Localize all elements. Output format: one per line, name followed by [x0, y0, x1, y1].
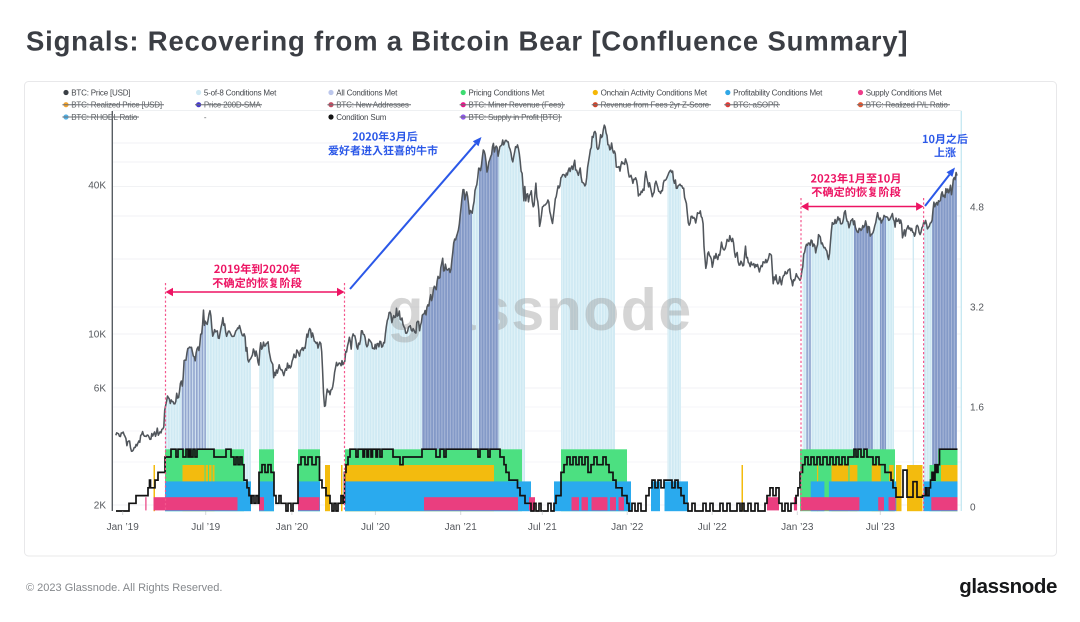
svg-text:Jul ’20: Jul ’20 — [361, 522, 390, 533]
svg-text:-: - — [204, 113, 207, 122]
svg-text:Jan ’20: Jan ’20 — [276, 522, 309, 533]
svg-text:0: 0 — [970, 503, 976, 514]
svg-text:Jan ’19: Jan ’19 — [107, 522, 140, 533]
svg-text:4.8: 4.8 — [970, 203, 984, 214]
svg-text:1.6: 1.6 — [970, 403, 984, 414]
svg-text:Jul ’23: Jul ’23 — [866, 522, 895, 533]
svg-text:5-of-8 Conditions Met: 5-of-8 Conditions Met — [204, 88, 277, 97]
svg-text:Supply Conditions Met: Supply Conditions Met — [866, 88, 943, 97]
svg-text:BTC: Price [USD]: BTC: Price [USD] — [71, 88, 130, 97]
svg-text:3.2: 3.2 — [970, 303, 984, 314]
svg-text:6K: 6K — [94, 384, 107, 395]
svg-text:Profitability Conditions Met: Profitability Conditions Met — [733, 88, 823, 97]
svg-text:Condition Sum: Condition Sum — [336, 113, 386, 122]
svg-text:10K: 10K — [88, 330, 106, 341]
svg-text:Jan ’22: Jan ’22 — [611, 522, 644, 533]
svg-text:Onchain Activity Conditions Me: Onchain Activity Conditions Met — [601, 88, 708, 97]
svg-text:Jul ’22: Jul ’22 — [698, 522, 727, 533]
svg-text:Jan ’21: Jan ’21 — [445, 522, 478, 533]
svg-text:Jan ’23: Jan ’23 — [781, 522, 814, 533]
svg-text:40K: 40K — [88, 181, 106, 192]
svg-text:2K: 2K — [94, 501, 107, 512]
svg-text:Signals: Recovering from a Bit: Signals: Recovering from a Bitcoin Bear … — [26, 26, 908, 57]
svg-text:Jul ’21: Jul ’21 — [528, 522, 557, 533]
svg-text:Pricing Conditions Met: Pricing Conditions Met — [469, 88, 546, 97]
svg-text:glassnode: glassnode — [959, 575, 1057, 598]
svg-text:All Conditions Met: All Conditions Met — [336, 88, 398, 97]
svg-text:© 2023 Glassnode. All Rights R: © 2023 Glassnode. All Rights Reserved. — [26, 582, 222, 594]
svg-text:Jul ’19: Jul ’19 — [191, 522, 220, 533]
